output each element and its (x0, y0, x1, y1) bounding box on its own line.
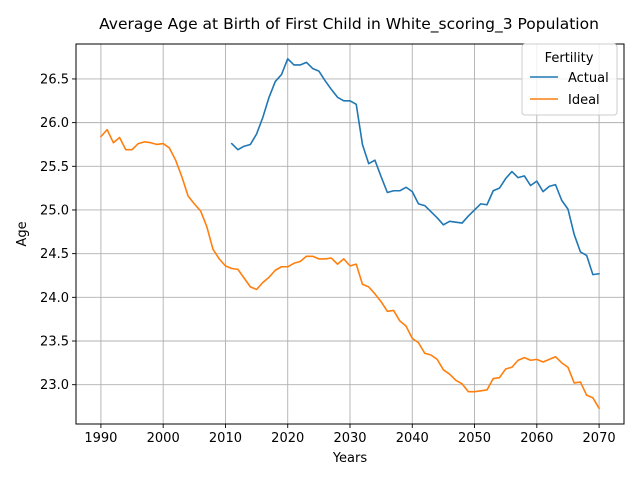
x-axis-label: Years (332, 451, 368, 466)
y-axis: 23.0 23.5 24.0 24.5 25.0 25.5 26.0 26.5 (40, 72, 76, 393)
y-tick-label: 23.0 (40, 378, 69, 393)
x-tick-label: 2070 (583, 431, 616, 446)
x-tick-label: 2030 (333, 431, 366, 446)
y-tick-label: 26.5 (40, 72, 69, 87)
series-line-actual (230, 58, 600, 276)
legend-label-ideal: Ideal (568, 93, 600, 108)
y-tick-label: 25.0 (40, 203, 69, 218)
series-layer (100, 58, 600, 410)
x-tick-label: 2060 (520, 431, 553, 446)
chart-title: Average Age at Birth of First Child in W… (99, 15, 599, 34)
legend: Fertility Actual Ideal (521, 43, 618, 116)
y-tick-label: 24.5 (40, 247, 69, 262)
y-tick-label: 25.5 (40, 160, 69, 175)
legend-box (521, 43, 618, 116)
x-tick-label: 2000 (147, 431, 180, 446)
y-tick-label: 24.0 (40, 291, 69, 306)
y-tick-label: 26.0 (40, 116, 69, 131)
x-tick-label: 2040 (396, 431, 429, 446)
y-tick-label: 23.5 (40, 335, 69, 350)
legend-label-actual: Actual (568, 71, 609, 86)
legend-title: Fertility (545, 51, 594, 66)
x-tick-label: 2010 (209, 431, 242, 446)
series-line-ideal (100, 128, 600, 410)
x-tick-label: 1990 (84, 431, 117, 446)
y-axis-label: Age (15, 221, 30, 246)
x-axis: 1990 2000 2010 2020 2030 2040 2050 2060 2070 (84, 424, 616, 446)
x-tick-label: 2020 (271, 431, 304, 446)
x-tick-label: 2050 (458, 431, 491, 446)
